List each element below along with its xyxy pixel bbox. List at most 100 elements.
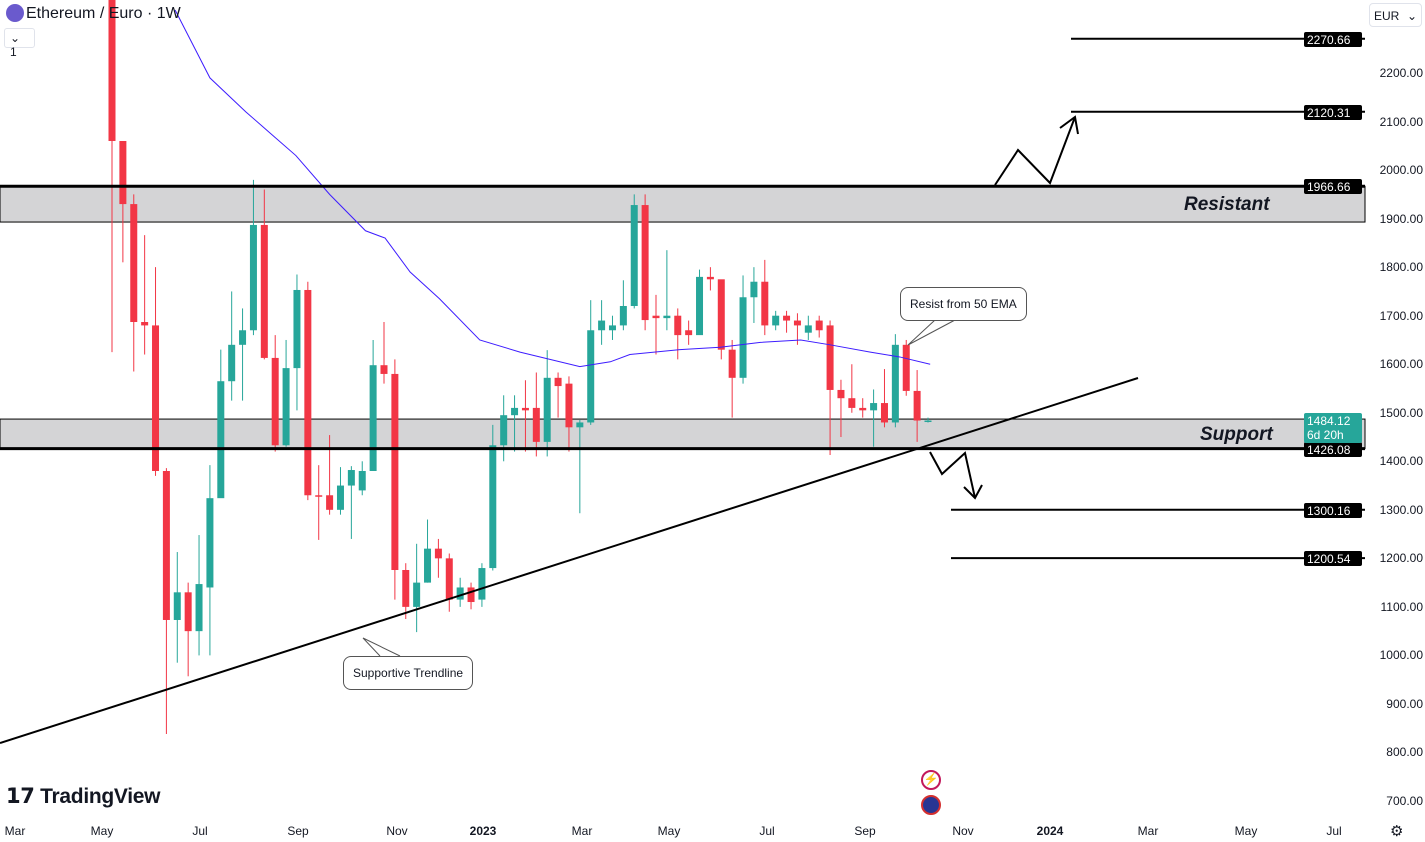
y-tick-label: 1800.00 [1379,260,1423,275]
candle-body [380,365,388,374]
price-level-label: 2120.31 [1304,104,1362,120]
candle-body [217,381,225,499]
candle-body [119,140,127,205]
ema-callout[interactable]: Resist from 50 EMA [900,287,1027,321]
bullish-projection-arrow [994,116,1076,186]
candle-body [652,315,660,319]
price-level-label: 1426.08 [1304,441,1362,457]
candle-body [424,548,432,583]
candle-body [859,407,867,411]
candle-body [924,420,932,423]
x-tick-label: Jul [192,824,208,838]
candle-body [184,592,192,632]
resistance-zone [0,185,1366,223]
y-tick-label: 2100.00 [1379,114,1423,129]
candle-body [282,368,290,446]
candle-body [532,407,540,442]
candle-body [434,548,442,559]
trendline-callout[interactable]: Supportive Trendline [343,656,474,690]
x-tick-label: Jul [759,824,775,838]
lightning-icon[interactable]: ⚡ [921,770,941,790]
y-tick-label: 1500.00 [1379,405,1423,420]
candle-body [293,289,301,369]
current-price-label: 1484.12 6d 20h [1304,413,1362,443]
candle-body [815,320,823,331]
candle-body [347,470,355,486]
ema-50-line [174,9,931,368]
x-tick-label: Nov [952,824,974,838]
price-level-label: 2270.66 [1304,31,1362,47]
candle-body [674,315,682,336]
candle-body [141,322,149,326]
price-level-label: 1966.66 [1304,179,1362,195]
candle-body [880,403,888,423]
candle-body [891,344,899,423]
candle-body [326,495,334,510]
x-tick-label: 2023 [469,824,497,838]
candle-body [358,470,366,491]
currency-label: EUR [1374,9,1400,23]
current-price: 1484.12 [1307,414,1351,428]
candle-body [728,349,736,378]
tradingview-logo[interactable]: 𝟭𝟳 TradingView [6,784,160,809]
bearish-projection-arrow [929,451,976,499]
support-label: Support [1200,424,1273,445]
candle-body [239,330,247,345]
candle-body [576,422,584,428]
price-level-label: 1300.16 [1304,502,1362,518]
candle-body [554,377,562,387]
candle-body [870,403,878,411]
bar-countdown: 6d 20h [1307,428,1344,442]
arrow-head-icon [963,484,983,500]
x-tick-label: Nov [386,824,408,838]
y-tick-label: 1600.00 [1379,357,1423,372]
currency-select[interactable]: EUR ⌄ [1369,3,1422,27]
candle-body [826,325,834,390]
candle-body [848,398,856,408]
candle-body [717,279,725,350]
candle-body [598,320,606,331]
candle-body [445,558,453,600]
ethereum-logo-icon [6,4,24,22]
candle-body [173,592,181,620]
collapse-toggle[interactable]: ⌄ 1 [4,28,35,59]
candle-body [315,495,323,497]
candle-body [260,224,268,358]
candle-body [706,276,714,280]
x-tick-label: May [657,824,681,838]
supportive-trendline [0,377,1139,744]
y-tick-label: 700.00 [1386,794,1423,808]
candle-body [641,205,649,321]
y-tick-label: 1900.00 [1379,211,1423,226]
resistant-label: Resistant [1184,194,1270,215]
candle-body [750,281,758,298]
candle-body [793,320,801,326]
x-tick-label: 2024 [1036,824,1064,838]
candle-body [413,582,421,607]
x-tick-label: May [90,824,114,838]
y-tick-label: 1100.00 [1380,599,1424,614]
candle-body [913,390,921,421]
settings-gear-icon[interactable]: ⚙ [1390,823,1404,840]
y-tick-label: 900.00 [1386,696,1423,711]
candle-body [162,470,170,620]
candle-body [837,389,845,399]
x-tick-label: Mar [571,824,593,838]
candle-body [500,415,508,446]
candle-body [195,584,203,632]
eu-flag-icon[interactable] [921,795,941,815]
y-tick-label: 800.00 [1386,745,1423,760]
candle-body [902,344,910,391]
candle-body [511,407,519,416]
candle-body [739,297,747,378]
callout-pointer [907,319,956,346]
candle-body [783,315,791,321]
candle-body [543,377,551,442]
x-tick-label: Jul [1326,824,1342,838]
candle-body [630,205,638,306]
candle-body [663,315,671,319]
chart-title: Ethereum / Euro · 1W [26,5,181,22]
candle-body [456,587,464,600]
y-tick-label: 1400.00 [1379,454,1423,469]
